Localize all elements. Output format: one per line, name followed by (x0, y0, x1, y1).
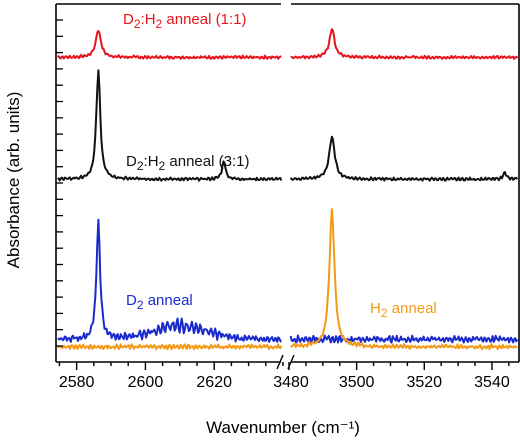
axis-ticks: 2580 2600 2620 3480 3500 3520 3540 (56, 19, 510, 391)
trace-labels: D2​:H2​ anneal (1:1) D2​:H2​ anneal (3:1)… (123, 11, 437, 320)
spectrum-line (289, 334, 519, 344)
x-tick-label: 2580 (59, 374, 95, 391)
trace-label-d2: D2​ anneal (126, 292, 193, 312)
trace-label-h2: H2​ anneal (370, 300, 437, 320)
spectrum-line (57, 218, 283, 343)
x-tick-label: 3520 (406, 374, 442, 391)
y-axis-title: Absorbance (arb. units) (4, 92, 23, 269)
spectrum-line (56, 30, 282, 60)
axis-break-mark (276, 354, 284, 370)
spectra-traces (56, 28, 519, 351)
x-tick-label: 3500 (339, 374, 375, 391)
spectrum-line (289, 135, 519, 182)
spectrum-line (290, 28, 519, 60)
spectrum-line (57, 69, 283, 182)
x-tick-label: 2600 (128, 374, 164, 391)
trace-label-d2h2-3to1: D2​:H2​ anneal (3:1) (126, 153, 249, 173)
x-tick-label: 3480 (273, 374, 309, 391)
spectrum-line (57, 343, 283, 351)
trace-label-d2h2-1to1: D2​:H2​ anneal (1:1) (123, 11, 246, 31)
x-tick-label: 2620 (196, 374, 232, 391)
spectrum-line (290, 208, 518, 351)
x-tick-label: 3540 (474, 374, 510, 391)
x-axis-title: Wavenumber (cm⁻¹) (206, 418, 360, 437)
